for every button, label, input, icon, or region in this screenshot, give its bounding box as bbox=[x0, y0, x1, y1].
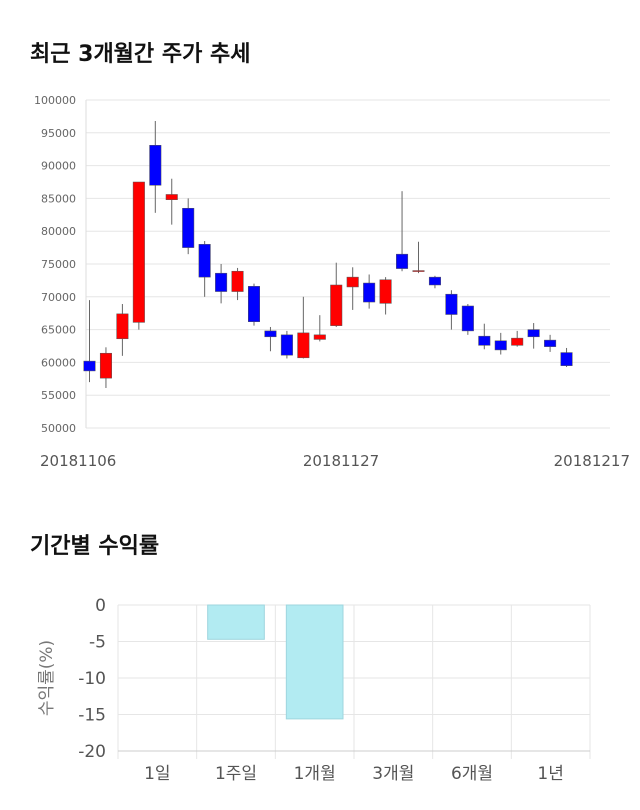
candle-body bbox=[544, 339, 557, 347]
candle-body bbox=[99, 352, 112, 379]
candle bbox=[428, 275, 441, 289]
candle-body bbox=[215, 272, 228, 292]
candle bbox=[544, 334, 557, 352]
return-bar bbox=[285, 604, 344, 720]
return-bar bbox=[207, 604, 265, 640]
y-tick-label: 80000 bbox=[41, 225, 76, 238]
candle-body bbox=[165, 194, 178, 200]
candle-body bbox=[412, 270, 425, 272]
candle-body bbox=[560, 352, 573, 366]
candle bbox=[313, 315, 326, 342]
candle bbox=[231, 267, 244, 301]
candlestick-chart: 50000 55000 60000 65000 70000 75000 80000 85000… bbox=[34, 94, 630, 470]
candle-body bbox=[248, 286, 260, 322]
candle-body bbox=[182, 207, 195, 248]
x-tick-label: 20181106 bbox=[40, 452, 116, 470]
candle bbox=[198, 241, 211, 297]
candle bbox=[149, 120, 162, 213]
y-tick-label: 0 bbox=[95, 596, 106, 616]
y-tick-label: 85000 bbox=[41, 192, 76, 205]
candle-body bbox=[478, 335, 491, 346]
x-tick-label: 3개월 bbox=[372, 764, 414, 784]
x-tick-label: 1주일 bbox=[215, 764, 257, 784]
candle-body bbox=[346, 276, 359, 288]
y-tick-label: -15 bbox=[78, 706, 106, 726]
candle-body bbox=[83, 360, 96, 372]
candle bbox=[511, 330, 524, 347]
candle-body bbox=[527, 329, 540, 338]
candle bbox=[445, 290, 458, 330]
candle bbox=[99, 347, 112, 388]
x-tick-label: 1년 bbox=[537, 764, 563, 784]
x-tick-label: 20181127 bbox=[303, 452, 379, 470]
y-tick-label: 75000 bbox=[41, 258, 76, 271]
candle bbox=[280, 330, 293, 359]
candle-body bbox=[280, 334, 293, 356]
candle-body bbox=[116, 313, 129, 340]
candle bbox=[560, 347, 573, 367]
y-tick-label: -5 bbox=[89, 633, 106, 653]
price-trend-title: 최근 3개월간 주가 추세 bbox=[30, 42, 251, 67]
candle bbox=[297, 296, 310, 359]
y-tick-label: -20 bbox=[78, 742, 106, 762]
candle bbox=[527, 323, 540, 349]
candle-body bbox=[297, 332, 310, 359]
y-tick-label: 50000 bbox=[41, 422, 76, 435]
y-axis-label: 수익률(%) bbox=[37, 640, 57, 716]
candle bbox=[379, 277, 392, 315]
candle-body bbox=[461, 305, 474, 332]
candle bbox=[461, 304, 474, 335]
candle bbox=[396, 191, 409, 272]
candle-body bbox=[313, 334, 326, 340]
candle bbox=[363, 274, 376, 309]
x-tick-label: 1개월 bbox=[294, 764, 336, 784]
candle-body bbox=[363, 282, 376, 303]
candle-body bbox=[132, 181, 145, 323]
candle bbox=[478, 323, 491, 350]
candle bbox=[330, 262, 343, 327]
x-tick-label: 6개월 bbox=[451, 764, 493, 784]
x-tick-label: 20181217 bbox=[554, 452, 630, 470]
candle-body bbox=[494, 340, 507, 351]
y-tick-label: 95000 bbox=[41, 127, 76, 140]
candle bbox=[165, 178, 178, 225]
candle bbox=[346, 267, 359, 310]
returns-title: 기간별 수익률 bbox=[30, 534, 160, 559]
x-tick-label: 1일 bbox=[144, 764, 170, 784]
candle bbox=[215, 264, 228, 304]
candle bbox=[182, 198, 195, 255]
candle bbox=[116, 304, 129, 356]
candle bbox=[494, 332, 507, 355]
candle bbox=[83, 300, 96, 383]
candle-body bbox=[396, 253, 409, 269]
candle-body bbox=[264, 330, 277, 338]
candle-body bbox=[231, 270, 244, 292]
candle-body bbox=[198, 244, 211, 278]
candle-body bbox=[379, 279, 392, 304]
y-tick-label: 100000 bbox=[34, 94, 76, 107]
candle bbox=[132, 181, 145, 330]
y-tick-label: 55000 bbox=[41, 389, 76, 402]
candle-body bbox=[330, 284, 343, 326]
y-tick-label: 60000 bbox=[41, 356, 76, 369]
y-tick-label: 90000 bbox=[41, 160, 76, 173]
candle bbox=[412, 241, 425, 274]
candle-body bbox=[428, 276, 441, 286]
candle-body bbox=[511, 337, 524, 346]
candle-body bbox=[149, 145, 162, 186]
candle-body bbox=[445, 293, 458, 315]
y-tick-label: -10 bbox=[78, 669, 106, 689]
y-tick-label: 70000 bbox=[41, 291, 76, 304]
candle bbox=[248, 283, 260, 326]
candle bbox=[264, 326, 277, 352]
y-tick-label: 65000 bbox=[41, 324, 76, 337]
